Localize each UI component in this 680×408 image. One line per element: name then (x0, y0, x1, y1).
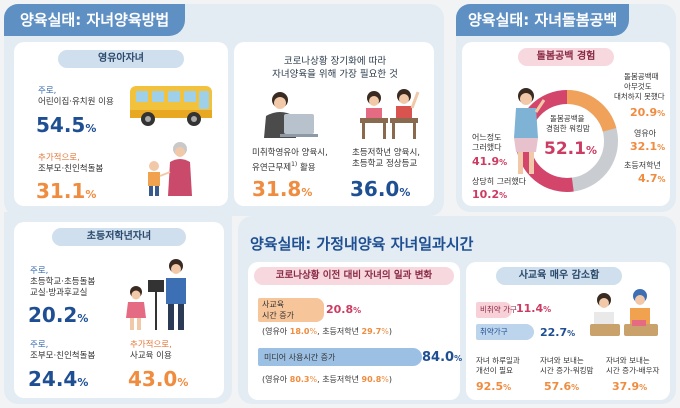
elementary-primary-label: 주로, (30, 266, 49, 276)
donut-segment-no-response (566, 90, 617, 132)
stat2-value: 57.6% (544, 380, 580, 393)
kids-studying-icon (590, 289, 658, 336)
elementary-primary-line1: 초등학교·초등돌봄 (30, 277, 96, 287)
working-mom-icon (514, 88, 546, 174)
stat1-line1: 자녀 하루일과 (476, 356, 520, 365)
non-vulnerable-bar (476, 302, 512, 318)
elementary-additional-value: 43.0% (128, 367, 189, 391)
school-bus-icon (130, 86, 212, 126)
infant-additional-text: 조부모·친인척돌봄 (38, 164, 104, 174)
care-right1-line2: 아무것도 (624, 82, 652, 91)
panel-title-care-gap: 양육실태: 자녀돌봄공백 (456, 4, 630, 36)
private-ed-time-detail: (영유아 18.0%, 초등저학년 29.7%) (262, 327, 393, 336)
covid-right-line1: 초등저학년 양육시, (352, 148, 420, 158)
non-vulnerable-value: 11.4% (516, 302, 552, 315)
stat3-line2: 시간 증가-배우자 (606, 366, 660, 375)
media-time-bar (258, 348, 422, 366)
routine-change-heading: 코로나상황 이전 대비 자녀의 일과 변화 (254, 267, 454, 285)
care-right1-value: 20.9% (630, 106, 666, 119)
infant-additional-label: 추가적으로, (38, 153, 80, 163)
infant-heading: 영유아자녀 (58, 50, 184, 68)
care-right3-text: 초등저학년 (624, 161, 661, 170)
donut-center-value: 52.1% (544, 139, 597, 159)
private-ed-time-line1: 사교육 (262, 300, 285, 309)
stat1-value: 92.5% (476, 380, 512, 393)
covid-right-value: 36.0% (350, 177, 411, 201)
covid-heading-line1: 코로나상황 장기화에 따라 (283, 56, 387, 67)
stat1-line2: 개선이 필요 (476, 366, 513, 375)
covid-heading-line2: 자녀양육을 위해 가장 필요한 것 (272, 69, 398, 80)
care-left2-text: 상당히 그러했다 (472, 177, 527, 186)
care-right1-line3: 대처하지 못했다 (614, 92, 665, 101)
private-ed-decrease-heading: 사교육 매우 감소함 (496, 267, 622, 285)
stat2-line1: 자녀와 보내는 (540, 356, 584, 365)
elementary-additional-text: 사교육 이용 (130, 351, 172, 361)
covid-left-value: 31.8% (252, 177, 313, 201)
covid-left-line1: 미취학영유아 양육시, (252, 148, 328, 158)
care-right1-line1: 돌봄공백때 (624, 72, 659, 81)
infant-primary-text: 어린이집·유치원 이용 (38, 97, 114, 107)
care-left1-line1: 어느정도 (472, 133, 502, 142)
elementary-additional-label: 추가적으로, (130, 340, 172, 350)
private-ed-time-bar (258, 298, 324, 322)
care-left1-line2: 그러했다 (472, 143, 502, 152)
panel-title-parenting-methods: 양육실태: 자녀양육방법 (4, 4, 186, 36)
vulnerable-label: 취약가구 (480, 327, 508, 336)
elementary-heading: 초등저학년자녀 (52, 228, 186, 246)
stat3-line1: 자녀와 보내는 (606, 356, 650, 365)
care-right3-value: 4.7% (638, 172, 666, 185)
private-ed-time-line2: 시간 증가 (262, 311, 294, 320)
elementary-primary-line2: 교실·방과후교실 (30, 288, 88, 298)
vulnerable-bar (476, 324, 534, 340)
donut-center-line2: 경험한 워킹맘 (546, 124, 590, 133)
private-ed-time-value: 20.8% (326, 303, 362, 316)
infant-primary-value: 54.5% (36, 113, 97, 137)
care-left2-value: 10.2% (472, 188, 508, 201)
care-gap-heading: 돌봄공백 경험 (518, 48, 614, 66)
elementary-card (14, 222, 224, 398)
vulnerable-value: 22.7% (540, 326, 576, 339)
elementary-secondary-label: 주로, (30, 340, 49, 350)
students-desk-icon (360, 89, 420, 139)
laptop-worker-icon (264, 92, 318, 138)
media-time-label: 미디어 사용시간 증가 (264, 353, 336, 362)
stat3-value: 37.9% (612, 380, 648, 393)
routine-change-card (248, 262, 460, 400)
grandparent-child-icon (148, 142, 192, 196)
elementary-secondary-value: 24.4% (28, 367, 89, 391)
care-right2-value: 32.1% (630, 140, 666, 153)
media-time-detail: (영유아 80.3%, 초등저학년 90.8%) (262, 375, 393, 384)
infant-additional-value: 31.1% (36, 179, 97, 203)
covid-right-line2: 초등학교 정상등교 (352, 159, 418, 169)
care-left1-value: 41.9% (472, 155, 508, 168)
media-time-value: 84.0% (422, 350, 463, 365)
covid-left-line2: 유연근무제1) 활용 (252, 161, 316, 173)
elementary-secondary-text: 조부모·친인척돌봄 (30, 351, 96, 361)
non-vulnerable-label: 비취약 가구 (480, 305, 517, 314)
care-right2-text: 영유아 (634, 129, 657, 138)
panel-title-daily-routine: 양육실태: 가정내양육 자녀일과시간 (250, 235, 474, 253)
donut-center-line1: 돌봄공백을 (550, 114, 585, 123)
infant-primary-label: 주로, (38, 86, 57, 96)
stat2-line2: 시간 증가-워킹맘 (540, 366, 594, 375)
music-lesson-icon (126, 259, 186, 330)
elementary-primary-value: 20.2% (28, 303, 89, 327)
